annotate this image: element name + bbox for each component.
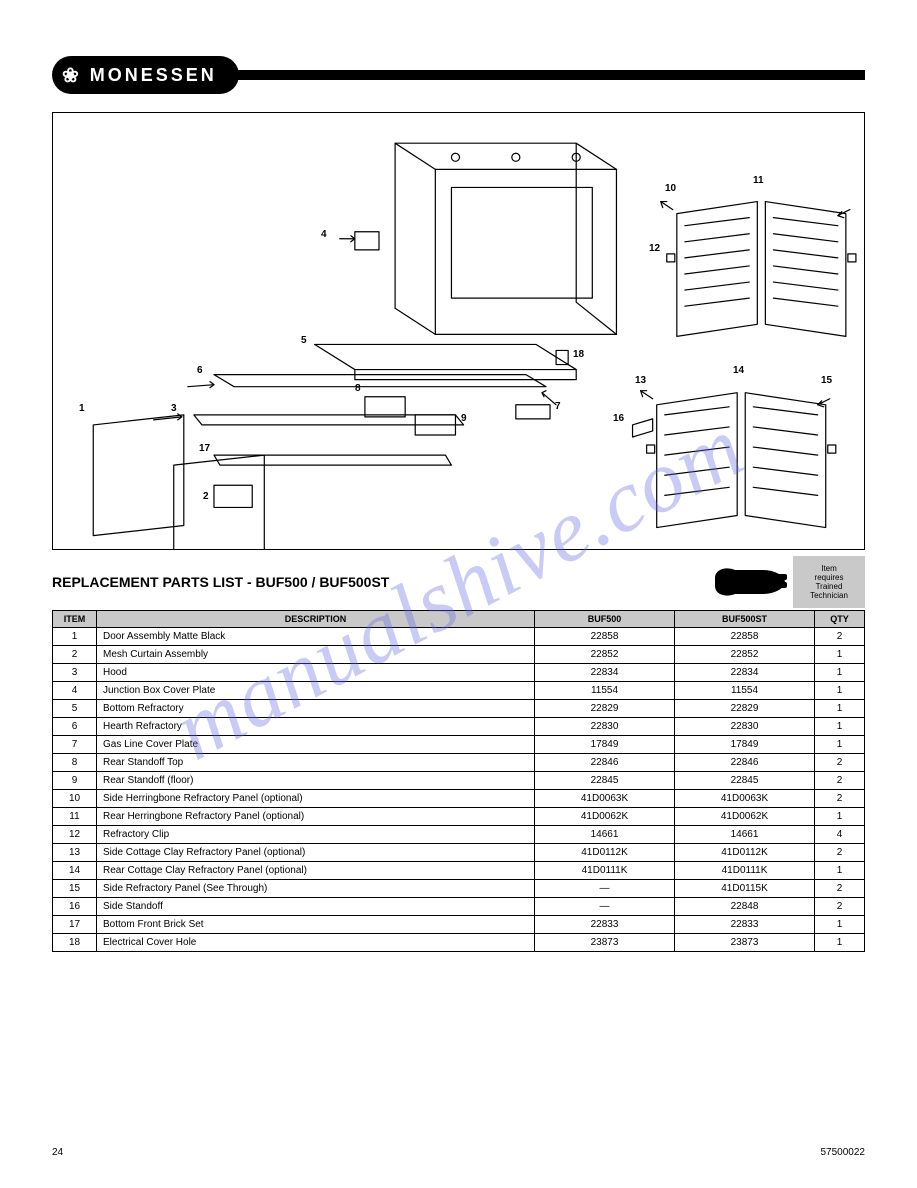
callout-18: 18 <box>573 349 584 360</box>
table-row: 17Bottom Front Brick Set22833228331 <box>53 916 865 934</box>
table-row: 14Rear Cottage Clay Refractory Panel (op… <box>53 862 865 880</box>
parts-table: ITEM DESCRIPTION BUF500 BUF500ST QTY 1Do… <box>52 610 865 952</box>
brand-pill: ❀ MONESSEN <box>52 56 239 94</box>
flame-icon: ❀ <box>62 63 82 88</box>
callout-3: 3 <box>171 403 177 414</box>
th-m1: BUF500 <box>535 611 675 628</box>
brand-name: MONESSEN <box>90 65 217 86</box>
diagram-svg <box>53 113 864 550</box>
table-row: 12Refractory Clip14661146614 <box>53 826 865 844</box>
callout-13: 13 <box>635 375 646 386</box>
table-row: 15Side Refractory Panel (See Through)—41… <box>53 880 865 898</box>
table-row: 10Side Herringbone Refractory Panel (opt… <box>53 790 865 808</box>
legend-block: Item requires Trained Technician <box>705 556 865 608</box>
table-row: 5Bottom Refractory22829228291 <box>53 700 865 718</box>
pointing-hand-icon <box>705 556 793 608</box>
callout-9: 9 <box>461 413 467 424</box>
brand-rule <box>231 70 865 80</box>
th-desc: DESCRIPTION <box>97 611 535 628</box>
page-footer: 24 57500022 <box>52 1147 865 1158</box>
callout-17: 17 <box>199 443 210 454</box>
legend-line: requires <box>815 573 844 582</box>
callout-11: 11 <box>753 175 764 186</box>
legend-line: Trained <box>816 582 843 591</box>
callout-10: 10 <box>665 183 676 194</box>
callout-14: 14 <box>733 365 744 376</box>
callout-2: 2 <box>203 491 209 502</box>
table-row: 7Gas Line Cover Plate17849178491 <box>53 736 865 754</box>
th-item: ITEM <box>53 611 97 628</box>
table-row: 13Side Cottage Clay Refractory Panel (op… <box>53 844 865 862</box>
th-m2: BUF500ST <box>675 611 815 628</box>
callout-7: 7 <box>555 401 561 412</box>
table-row: 3Hood22834228341 <box>53 664 865 682</box>
table-row: 2Mesh Curtain Assembly22852228521 <box>53 646 865 664</box>
brand-bar: ❀ MONESSEN <box>52 56 865 94</box>
section-header-row: REPLACEMENT PARTS LIST - BUF500 / BUF500… <box>52 556 865 608</box>
table-header-row: ITEM DESCRIPTION BUF500 BUF500ST QTY <box>53 611 865 628</box>
table-row: 6Hearth Refractory22830228301 <box>53 718 865 736</box>
callout-8: 8 <box>355 383 361 394</box>
table-row: 4Junction Box Cover Plate11554115541 <box>53 682 865 700</box>
table-row: 11Rear Herringbone Refractory Panel (opt… <box>53 808 865 826</box>
table-row: 1Door Assembly Matte Black22858228582 <box>53 628 865 646</box>
callout-12: 12 <box>649 243 660 254</box>
legend-line: Technician <box>810 591 848 600</box>
callout-16: 16 <box>613 413 624 424</box>
callout-4: 4 <box>321 229 327 240</box>
callout-15: 15 <box>821 375 832 386</box>
callout-1: 1 <box>79 403 85 414</box>
callout-5: 5 <box>301 335 307 346</box>
section-title: REPLACEMENT PARTS LIST - BUF500 / BUF500… <box>52 556 705 590</box>
doc-number: 57500022 <box>821 1147 866 1158</box>
table-row: 18Electrical Cover Hole23873238731 <box>53 934 865 952</box>
page-number: 24 <box>52 1147 63 1158</box>
table-row: 8Rear Standoff Top22846228462 <box>53 754 865 772</box>
parts-tbody: 1Door Assembly Matte Black22858228582 2M… <box>53 628 865 952</box>
table-row: 16Side Standoff—228482 <box>53 898 865 916</box>
callout-6: 6 <box>197 365 203 376</box>
legend-box: Item requires Trained Technician <box>793 556 865 608</box>
table-row: 9Rear Standoff (floor)22845228452 <box>53 772 865 790</box>
exploded-diagram: 1 2 3 4 5 6 7 8 9 10 11 12 13 14 15 16 1… <box>52 112 865 550</box>
legend-line: Item <box>821 564 837 573</box>
th-qty: QTY <box>815 611 865 628</box>
